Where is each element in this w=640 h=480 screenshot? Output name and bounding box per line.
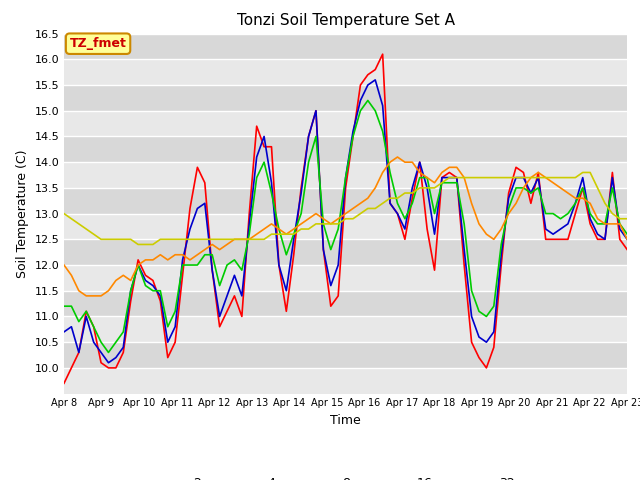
Bar [64,316,627,342]
Bar [64,111,627,136]
Title: Tonzi Soil Temperature Set A: Tonzi Soil Temperature Set A [237,13,454,28]
Bar [64,342,627,368]
Bar [64,85,627,111]
Bar [64,34,627,60]
Bar [64,291,627,316]
Bar [64,162,627,188]
Bar [64,214,627,240]
Legend: 2cm, 4cm, 8cm, 16cm, 32cm: 2cm, 4cm, 8cm, 16cm, 32cm [153,472,538,480]
Bar [64,188,627,214]
Text: TZ_fmet: TZ_fmet [70,37,127,50]
Y-axis label: Soil Temperature (C): Soil Temperature (C) [16,149,29,278]
X-axis label: Time: Time [330,414,361,427]
Bar [64,136,627,162]
Bar [64,240,627,265]
Bar [64,265,627,291]
Bar [64,60,627,85]
